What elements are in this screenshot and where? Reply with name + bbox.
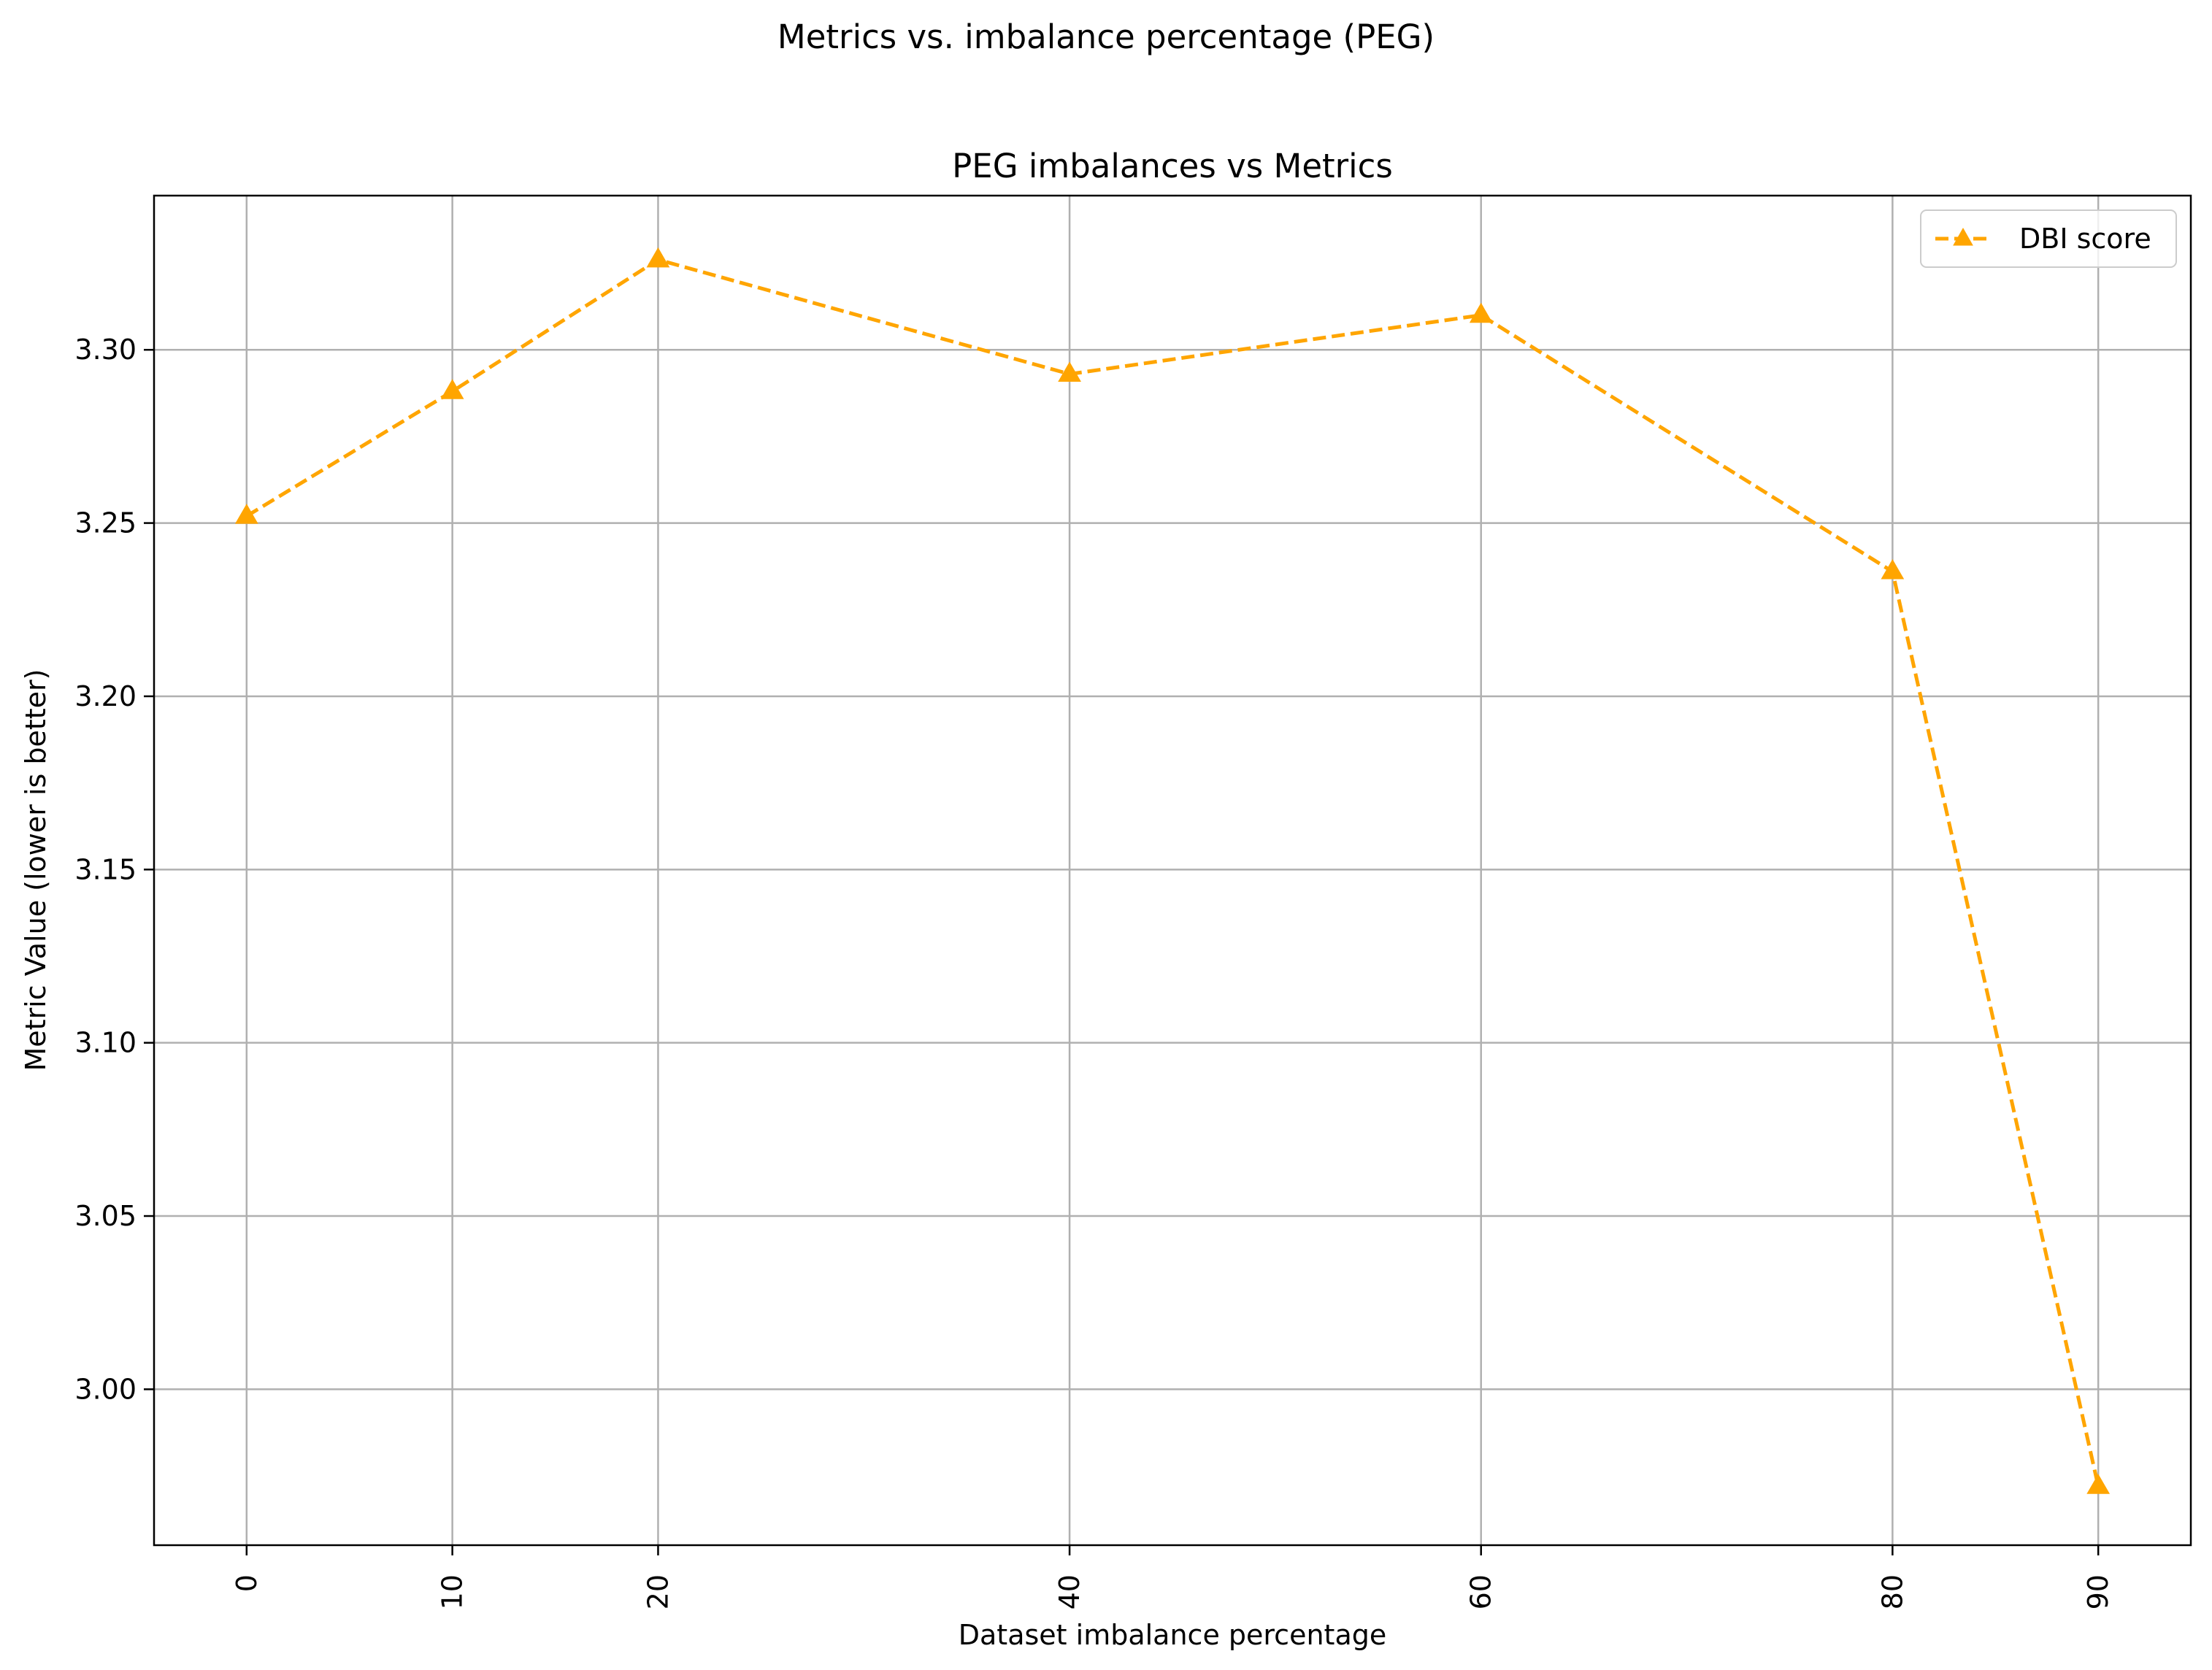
plot-area-frame: [153, 194, 2192, 1547]
y-axis-ticks: 3.00 3.05 3.10 3.15 3.20 3.25 3.30: [74, 334, 154, 1405]
y-axis-label: Metric Value (lower is better): [20, 669, 52, 1071]
data-point-marker: [1881, 559, 1905, 580]
x-tick-label: 90: [2082, 1574, 2114, 1609]
x-tick-label: 20: [642, 1574, 674, 1609]
y-tick-label: 3.15: [74, 853, 137, 885]
data-point-marker: [440, 379, 464, 399]
x-tick-label: 10: [437, 1574, 469, 1609]
legend-label-dbi-score: DBI score: [2019, 223, 2151, 255]
data-point-marker: [646, 247, 670, 268]
data-point-marker: [2086, 1474, 2111, 1494]
x-tick-label: 60: [1465, 1574, 1497, 1609]
data-point-marker: [1469, 302, 1493, 323]
y-tick-label: 3.00: [74, 1373, 137, 1405]
legend-frame: [1920, 209, 2177, 268]
legend: DBI score: [1920, 209, 2177, 268]
x-axis-label: Dataset imbalance percentage: [959, 1619, 1386, 1651]
data-point-marker: [234, 504, 258, 524]
data-point-marker: [1058, 361, 1081, 382]
x-tick-label: 80: [1876, 1574, 1908, 1609]
x-tick-label: 40: [1053, 1574, 1086, 1609]
chart-title: PEG imbalances vs Metrics: [952, 147, 1393, 185]
y-tick-label: 3.30: [74, 334, 137, 366]
gridlines: [154, 196, 2191, 1545]
x-axis-ticks: 0 10 20 40 60 80 90: [231, 1545, 2114, 1609]
y-tick-label: 3.20: [74, 680, 137, 712]
x-tick-label: 0: [231, 1574, 263, 1592]
y-tick-label: 3.25: [74, 507, 137, 539]
legend-marker-triangle: [1953, 227, 1973, 246]
figure-suptitle: Metrics vs. imbalance percentage (PEG): [777, 18, 1435, 56]
y-tick-label: 3.05: [74, 1200, 137, 1232]
y-tick-label: 3.10: [74, 1027, 137, 1059]
series-layer: [234, 247, 2111, 1494]
